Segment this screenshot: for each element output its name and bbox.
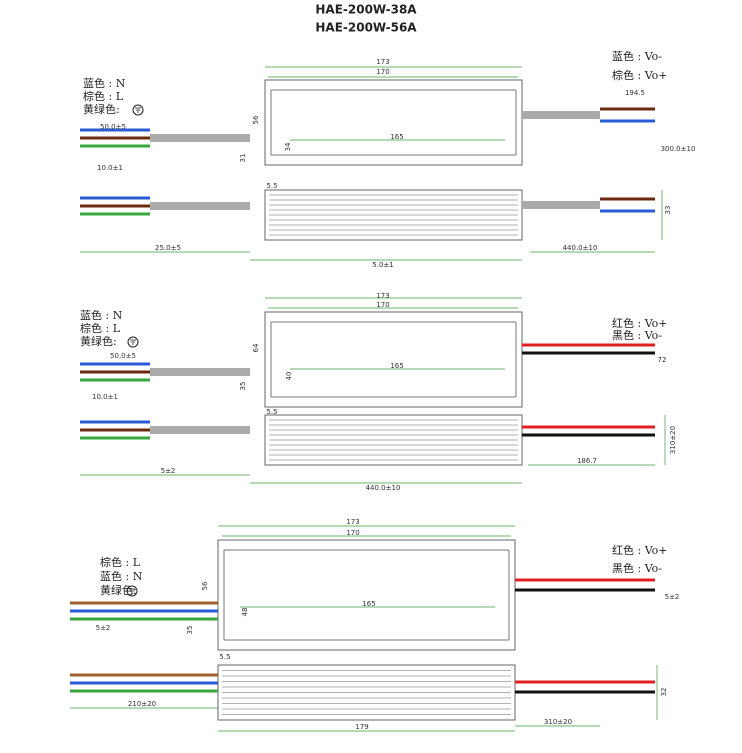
dimension-label: 170 (346, 529, 359, 537)
wire-label: 黑色 : Vo- (612, 328, 662, 342)
dimension-label: 194.5 (625, 89, 645, 97)
dimension-label: 173 (346, 518, 359, 526)
dimension-label: 165 (390, 362, 403, 370)
dimension-label: 34 (284, 142, 292, 151)
wire-label: 蓝色 : Vo- (612, 49, 662, 63)
dimension-label: 5.5 (266, 182, 277, 190)
dimension-label: 33 (664, 206, 672, 215)
dimension-label: 5±2 (96, 624, 111, 632)
dimension-label: 50.0±5 (110, 352, 136, 360)
ground-symbol (132, 104, 144, 116)
dimension-label: 5.0±1 (372, 261, 393, 269)
wire-label: 蓝色 : N (100, 569, 143, 583)
dimension-label: 170 (376, 301, 389, 309)
dimension-label: 310±20 (669, 426, 677, 454)
model-title: HAE-200W-56A (315, 21, 417, 35)
housing-top (264, 79, 523, 166)
dimension-label: 56 (201, 581, 209, 590)
dimension-label: 10.0±1 (97, 164, 123, 172)
dimension-label: 165 (362, 600, 375, 608)
dimension-label: 40 (285, 372, 293, 381)
wire-label: 棕色 : L (83, 89, 124, 103)
dimension-label: 5.5 (219, 653, 230, 661)
wire-label: 棕色 : L (100, 555, 141, 569)
dimension-label: 25.0±5 (155, 244, 181, 252)
wire-label: 黄绿色: (100, 583, 137, 597)
ground-symbol (126, 585, 138, 597)
wire-label: 棕色 : Vo+ (612, 68, 667, 82)
dimension-label: 56 (252, 115, 260, 124)
dimension-label: 5.5 (266, 408, 277, 416)
wire-label: 黄绿色: (80, 334, 117, 348)
housing-top (217, 539, 516, 651)
dimension-label: 31 (239, 154, 247, 163)
dimension-label: 210±20 (128, 700, 156, 708)
wire-label: 红色 : Vo+ (612, 543, 667, 557)
dimension-label: 165 (390, 133, 403, 141)
dimension-label: 72 (658, 356, 667, 364)
dimension-label: 5±2 (665, 593, 680, 601)
dimension-label: 173 (376, 58, 389, 66)
wire-label: 蓝色 : N (80, 308, 123, 322)
wire-label: 棕色 : L (80, 321, 121, 335)
dimension-label: 170 (376, 68, 389, 76)
dimension-label: 440.0±10 (366, 484, 401, 492)
dimension-label: 35 (186, 626, 194, 635)
dimension-label: 50.0±5 (100, 123, 126, 131)
ground-symbol (127, 336, 139, 348)
dimension-label: 300.0±10 (661, 145, 696, 153)
dimension-label: 440.0±10 (563, 244, 598, 252)
dimension-label: 179 (355, 723, 368, 731)
dimension-label: 35 (239, 382, 247, 391)
wire-label: 黑色 : Vo- (612, 561, 662, 575)
dimension-label: 64 (252, 343, 260, 352)
dimension-label: 173 (376, 292, 389, 300)
dimension-label: 10.0±1 (92, 393, 118, 401)
wire-label: 蓝色 : N (83, 76, 126, 90)
dimension-label: 186.7 (577, 457, 597, 465)
wire-label: 红色 : Vo+ (612, 316, 667, 330)
dimension-label: 48 (241, 608, 249, 617)
dimension-label: 5±2 (161, 467, 176, 475)
dimension-label: 32 (660, 688, 668, 697)
housing-top (264, 311, 523, 408)
dimension-label: 310±20 (544, 718, 572, 726)
wire-label: 黄绿色: (83, 102, 120, 116)
model-title: HAE-200W-38A (315, 3, 417, 17)
